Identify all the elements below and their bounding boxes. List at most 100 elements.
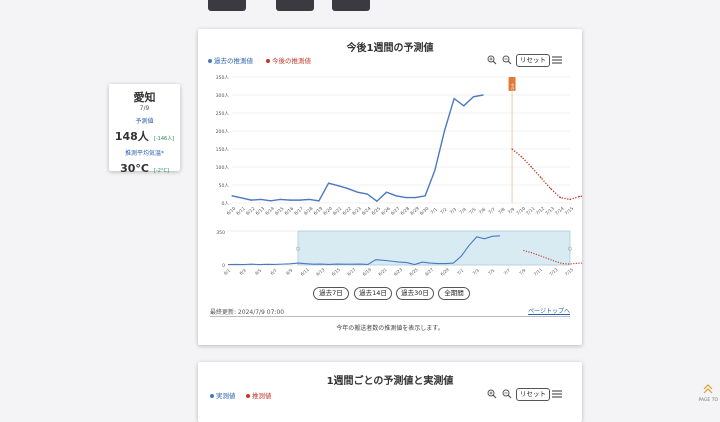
today-badge: [508, 77, 516, 91]
temp-label: 推測平均気温*: [124, 150, 164, 157]
series-future-point: [521, 156, 523, 158]
x-tick-label: 7/15: [564, 206, 576, 217]
forecast-line-chart: 350人300人250人200人150人100人50人0人6/106/116/1…: [216, 75, 582, 217]
x-tick-label: 7/3: [449, 207, 458, 216]
range-button-14d[interactable]: 過去14日: [354, 287, 392, 300]
x-tick-label: 7/5: [468, 207, 477, 216]
weekly-zoom-in-icon[interactable]: [487, 389, 497, 399]
page-top-link[interactable]: ページトップへ: [528, 308, 570, 315]
series-past-point: [299, 199, 301, 201]
legend-past[interactable]: 過去の推測値: [208, 55, 253, 65]
x-tick-label: 7/4: [458, 207, 467, 216]
nav-series-past: [227, 235, 501, 266]
x-tick-label: 7/13: [544, 206, 556, 217]
x-tick-label: 6/27: [390, 206, 402, 217]
x-tick-label: 6/16: [284, 206, 296, 217]
x-tick-label: 7/6: [478, 207, 487, 216]
nav-x-tick-label: 6/27: [424, 267, 435, 277]
series-future-point: [511, 148, 513, 150]
series-past-point: [376, 200, 378, 202]
series-past-point: [366, 193, 368, 195]
zoom-in-icon[interactable]: [487, 55, 497, 65]
legend-actual[interactable]: 実測値: [210, 390, 236, 400]
range-button-all[interactable]: 全期間: [438, 287, 470, 300]
series-past-point: [318, 200, 320, 202]
top-tab-3[interactable]: [332, 0, 370, 11]
y-tick-label: 250人: [216, 111, 230, 117]
x-tick-label: 7/1: [430, 207, 439, 216]
x-tick-label: 6/10: [226, 206, 238, 217]
series-past-point: [405, 197, 407, 199]
series-past-point: [347, 188, 349, 190]
series-past-point: [241, 197, 243, 199]
x-tick-label: 6/12: [245, 206, 257, 217]
series-past-point: [443, 130, 446, 132]
zoom-out-icon[interactable]: [502, 55, 512, 65]
nav-x-tick-label: 6/25: [408, 267, 419, 277]
x-tick-label: 7/8: [497, 207, 506, 216]
nav-x-tick-label: 7/3: [472, 268, 481, 276]
nav-x-tick-label: 7/13: [548, 267, 559, 277]
series-future-line: [511, 148, 582, 201]
x-tick-label: 6/20: [322, 206, 334, 217]
x-tick-label: 6/14: [264, 206, 276, 217]
series-past-point: [385, 191, 388, 193]
series-past-point: [270, 200, 272, 202]
weekly-chart-title: 1週間ごとの予測値と実測値: [326, 376, 454, 387]
forecast-diff: [-146人]: [153, 136, 175, 142]
nav-x-tick-label: 6/1: [223, 268, 232, 276]
nav-handle-right: ○: [568, 246, 572, 252]
temp-value: 30°C: [120, 162, 149, 175]
series-past-point: [453, 98, 455, 100]
x-tick-label: 6/11: [235, 206, 247, 217]
weekly-zoom-out-icon[interactable]: [502, 389, 512, 399]
nav-x-tick-label: 7/5: [487, 268, 496, 276]
nav-x-tick-label: 6/9: [285, 268, 294, 276]
series-past-point: [424, 195, 426, 197]
page-top-corner-label: PAGE TO: [698, 398, 718, 403]
nav-x-tick-label: 6/15: [331, 267, 342, 277]
nav-x-tick-label: 6/29: [439, 267, 450, 277]
weekly-reset-button[interactable]: リセット: [516, 388, 550, 401]
nav-selection-window: [297, 230, 571, 266]
weekly-hamburger-icon[interactable]: [552, 390, 562, 398]
x-tick-label: 6/23: [351, 206, 363, 217]
x-tick-label: 7/9: [507, 207, 516, 216]
series-past-point: [308, 198, 310, 200]
series-past-point: [463, 105, 465, 107]
legend-future[interactable]: 今後の推測値: [266, 55, 311, 65]
series-past-point: [395, 195, 397, 197]
x-tick-label: 7/14: [554, 206, 566, 217]
footer-divider: [210, 316, 570, 317]
x-tick-label: 6/25: [371, 206, 383, 217]
y-tick-label: 100人: [216, 165, 230, 171]
series-future-point: [579, 195, 581, 198]
page-top-corner[interactable]: PAGE TO: [699, 379, 718, 403]
forecast-chart-card: 今後1週間の予測値 過去の推測値 今後の推測値 リセット 350人 300人 250…: [198, 29, 582, 345]
last-updated: 最終更新: 2024/7/9 07:00: [210, 309, 285, 316]
x-tick-label: 7/10: [515, 206, 527, 217]
range-button-7d[interactable]: 過去7日: [313, 287, 349, 300]
nav-series-future: [523, 249, 582, 265]
reset-zoom-button[interactable]: リセット: [516, 54, 550, 67]
x-tick-label: 6/17: [293, 206, 305, 217]
nav-x-tick-label: 6/3: [238, 268, 247, 276]
nav-x-tick-label: 6/13: [315, 267, 326, 277]
forecast-label: 予測値: [135, 118, 154, 125]
nav-x-tick-label: 7/7: [503, 268, 512, 276]
x-tick-label: 6/24: [361, 206, 373, 217]
x-tick-label: 6/19: [313, 206, 325, 217]
legend-forecast-weekly[interactable]: 推測値: [246, 390, 272, 400]
nav-x-tick-label: 6/19: [362, 267, 373, 277]
nav-x-tick-label: 6/21: [377, 267, 388, 277]
nav-x-tick-label: 6/11: [300, 267, 311, 277]
top-tab-1[interactable]: [208, 0, 246, 11]
top-tab-2[interactable]: [276, 0, 314, 11]
x-tick-label: 7/12: [535, 206, 547, 217]
range-navigator-chart[interactable]: 350 0 ○ ○ 6/1 6/3 6/5 6/7 6/9 6/11 6/13 6/15 6/17 6/1…: [198, 225, 582, 281]
range-button-30d[interactable]: 過去30日: [396, 287, 434, 300]
nav-x-tick-label: 6/7: [269, 268, 278, 276]
nav-x-tick-label: 7/11: [533, 267, 544, 277]
hamburger-menu-icon[interactable]: [552, 56, 562, 64]
y-tick-label: 0人: [221, 201, 229, 207]
